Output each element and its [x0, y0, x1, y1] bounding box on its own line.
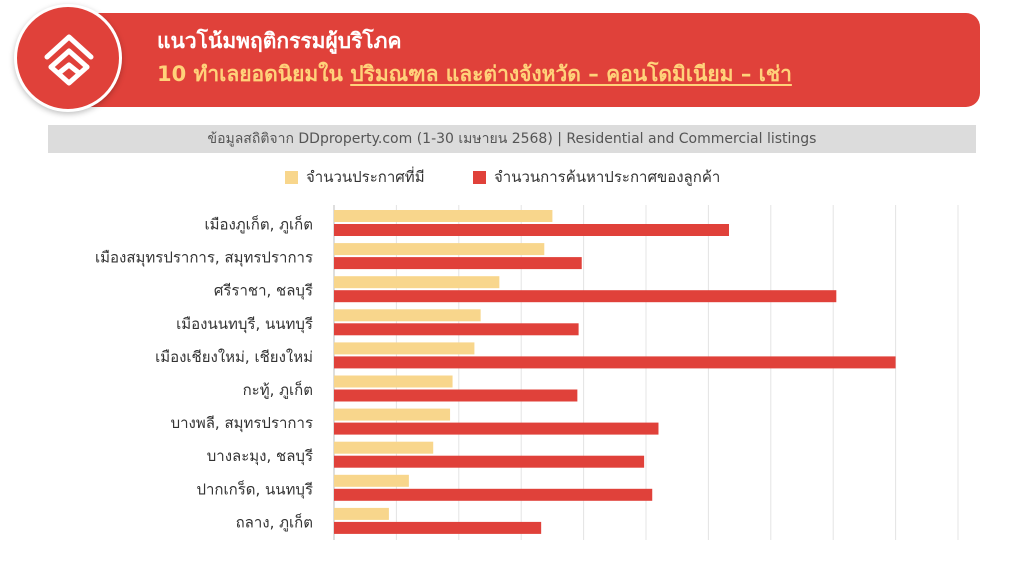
- legend-label-searches: จำนวนการค้นหาประกาศของลูกค้า: [494, 168, 721, 186]
- bar-listings: [334, 210, 553, 222]
- legend-swatch-listings: [285, 170, 298, 184]
- bar-searches: [334, 488, 653, 501]
- bar-listings: [334, 243, 545, 256]
- bar-listings: [334, 342, 475, 355]
- bar-searches: [334, 257, 582, 270]
- legend-swatch-searches: [473, 170, 486, 184]
- page-title: แนวโน้มพฤติกรรมผู้บริโภค: [157, 29, 402, 53]
- category-label: เมืองเชียงใหม่, เชียงใหม่: [155, 348, 313, 366]
- legend-label-listings: จำนวนประกาศที่มี: [306, 168, 425, 186]
- bar-searches: [334, 356, 896, 369]
- bar-searches: [334, 422, 659, 435]
- category-label: บางพลี, สมุทรปราการ: [171, 414, 313, 433]
- bar-listings: [334, 474, 409, 487]
- category-label: ถลาง, ภูเก็ต: [236, 512, 313, 531]
- bar-searches: [334, 521, 542, 534]
- category-label: กะทู้, ภูเก็ต: [243, 380, 313, 399]
- category-label: ศรีราชา, ชลบุรี: [214, 282, 313, 301]
- bar-listings: [334, 507, 389, 520]
- bar-listings: [334, 408, 451, 421]
- header-banner: [40, 13, 980, 107]
- category-label: ปากเกร็ด, นนทบุรี: [196, 479, 313, 499]
- category-label: เมืองสมุทรปราการ, สมุทรปราการ: [95, 249, 313, 268]
- subtitle-prefix: 10 ทำเลยอดนิยมใน: [157, 62, 351, 86]
- legend-item-searches: จำนวนการค้นหาประกาศของลูกค้า: [473, 165, 720, 189]
- bar-listings: [334, 309, 481, 322]
- bar-searches: [334, 389, 578, 402]
- bar-searches: [334, 224, 729, 236]
- bar-searches: [334, 323, 579, 336]
- bar-listings: [334, 375, 453, 388]
- legend-item-listings: จำนวนประกาศที่มี: [285, 165, 425, 189]
- bar-listings: [334, 276, 500, 289]
- bar-searches: [334, 455, 645, 468]
- source-note: ข้อมูลสถิติจาก DDproperty.com (1-30 เมษา…: [48, 125, 976, 153]
- bar-searches: [334, 290, 837, 303]
- category-label: บางละมุง, ชลบุรี: [207, 447, 313, 466]
- chart-legend: จำนวนประกาศที่มี จำนวนการค้นหาประกาศของล…: [0, 165, 1024, 189]
- category-label: เมืองภูเก็ต, ภูเก็ต: [204, 215, 313, 234]
- category-label: เมืองนนทบุรี, นนทบุรี: [176, 315, 313, 334]
- bar-listings: [334, 441, 434, 454]
- subtitle-highlight: ปริมณฑล และต่างจังหวัด – คอนโดมิเนียม – …: [350, 62, 792, 86]
- page-subtitle: 10 ทำเลยอดนิยมใน ปริมณฑล และต่างจังหวัด …: [157, 58, 792, 91]
- brand-logo: [14, 4, 122, 112]
- ddproperty-logo-icon: [44, 34, 94, 86]
- bar-chart: เมืองภูเก็ต, ภูเก็ตเมืองสมุทรปราการ, สมุ…: [95, 205, 959, 540]
